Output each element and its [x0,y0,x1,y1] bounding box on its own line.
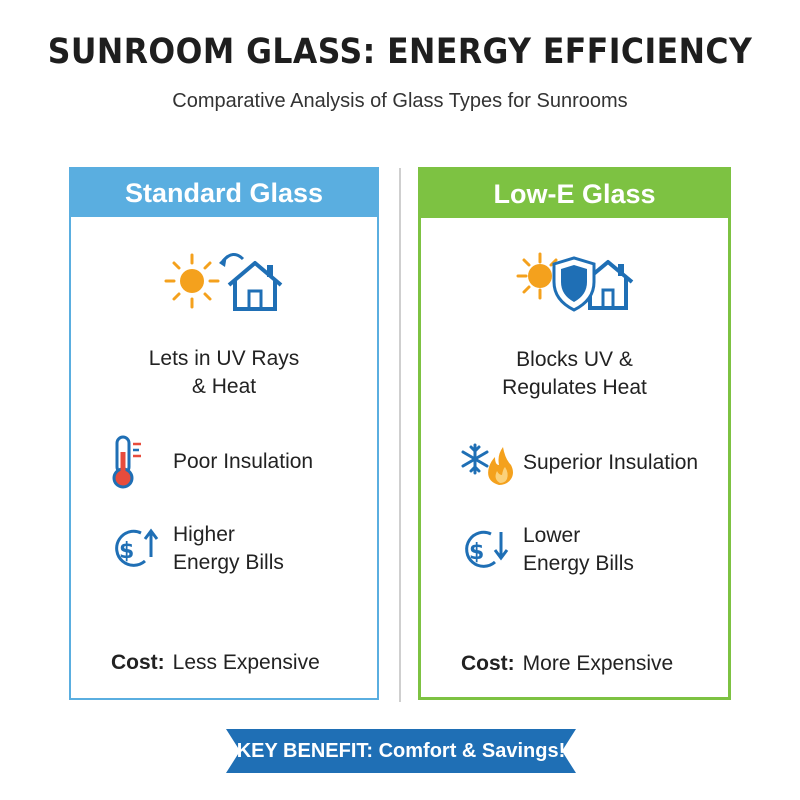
low-e-bills-row: $ Lower Energy Bills [457,522,634,578]
low-e-glass-heading: Low-E Glass [421,170,728,218]
cost-value: Less Expensive [172,651,320,674]
low-e-cost: Cost: More Expensive [461,652,673,676]
sun-shield-house-icon [421,242,728,322]
standard-glass-uv-text: Lets in UV Rays & Heat [148,347,300,398]
cost-value: More Expensive [522,652,674,675]
cost-label: Cost: [111,651,165,674]
standard-insulation-label: Poor Insulation [173,450,314,473]
key-benefit-ribbon [226,729,576,773]
low-e-insulation-row: Superior Insulation [457,435,698,491]
svg-text:$: $ [119,539,134,564]
standard-cost: Cost: Less Expensive [111,651,320,675]
page-subtitle: Comparative Analysis of Glass Types for … [172,90,628,112]
page-title: SUNROOM GLASS: ENERGY EFFICIENCY [47,32,753,72]
low-e-glass-card: Low-E Glass Blocks UV & Regulates Heat [418,167,731,700]
thermometer-icon [107,434,159,490]
standard-insulation-row: Poor Insulation [107,434,313,490]
low-e-glass-uv-text: Blocks UV & Regulates Heat [502,348,647,399]
dollar-up-icon: $ [107,521,159,577]
key-benefit-text: KEY BENEFIT: Comfort & Savings! [236,740,566,762]
svg-text:$: $ [469,540,484,565]
standard-bills-label: Higher Energy Bills [173,523,284,574]
low-e-insulation-label: Superior Insulation [523,451,699,474]
standard-glass-heading: Standard Glass [71,169,377,217]
cost-label: Cost: [461,652,515,675]
center-divider [399,168,401,702]
standard-bills-row: $ Higher Energy Bills [107,521,284,577]
standard-glass-card: Standard Glass Lets [69,167,379,700]
low-e-bills-label: Lower Energy Bills [523,524,634,575]
dollar-down-icon: $ [457,522,509,578]
snowflake-flame-icon [457,435,513,491]
sun-house-icon [71,241,377,321]
